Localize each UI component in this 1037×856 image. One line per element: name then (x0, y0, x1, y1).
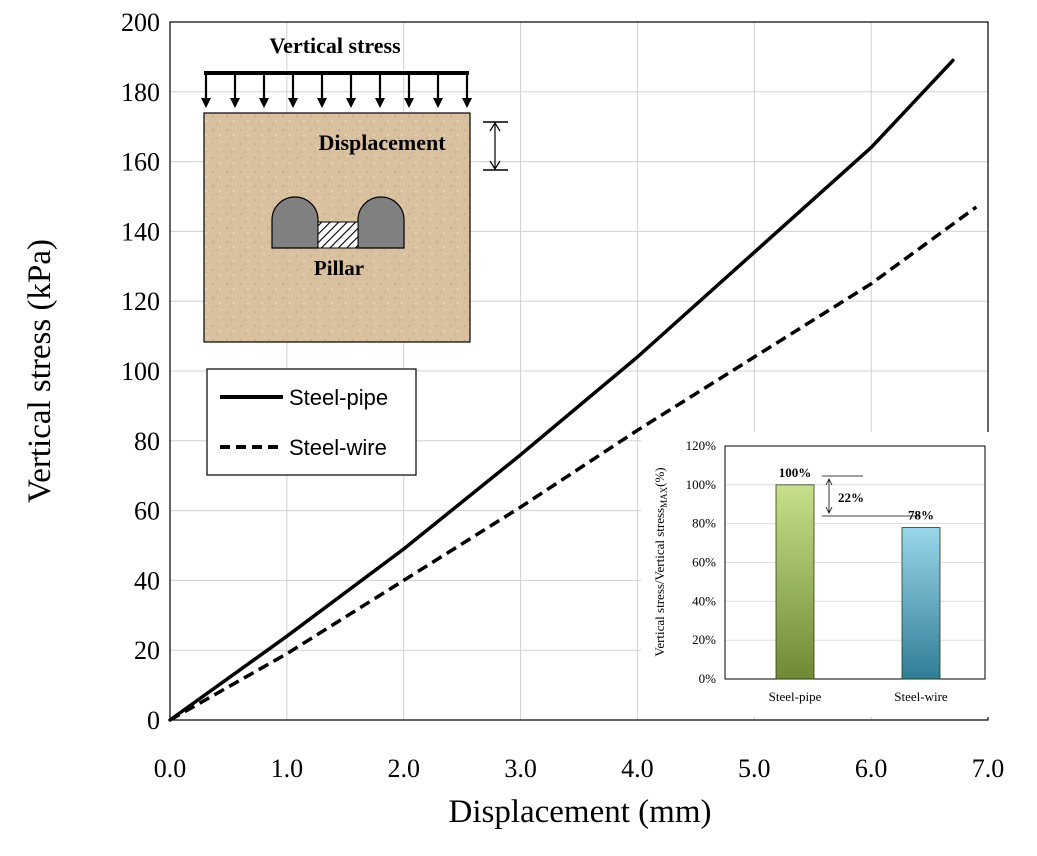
load-arrow-head (462, 98, 472, 108)
left-tunnel (271, 196, 319, 249)
series-line-steel-wire (169, 205, 978, 722)
plot-area-border (169, 21, 989, 721)
load-arrow-head (346, 98, 356, 108)
load-label: Vertical stress (269, 33, 401, 58)
load-arrows (201, 75, 472, 108)
legend-label-steel-pipe: Steel-pipe (289, 385, 388, 410)
x-tick-label: 7.0 (972, 754, 1005, 783)
inset-bars: 100% Steel-pipe 78% Steel-wire (769, 465, 948, 704)
x-axis-label: Displacement (mm) (448, 794, 711, 830)
inset-y-tick-label: 0% (699, 671, 717, 686)
pillar-hatch (317, 221, 359, 249)
y-tick-label: 40 (134, 566, 160, 595)
inset-plot-border (724, 445, 986, 680)
load-arrow-head (288, 98, 298, 108)
legend: Steel-pipe Steel-wire (206, 368, 417, 476)
displacement-label: Displacement (318, 130, 446, 155)
bar-steel-wire (901, 527, 941, 680)
schematic-inset: Vertical stress Pillar Displacement (201, 33, 508, 343)
y-tick-labels: 0 20 40 60 80 100 120 140 160 180 200 (121, 8, 160, 735)
y-tick-label: 100 (121, 357, 160, 386)
inset-y-tick-label: 120% (686, 438, 717, 453)
inset-y-axis-label: Vertical stress/Vertical stressMAX(%) (652, 467, 669, 656)
y-tick-label: 20 (134, 636, 160, 665)
bar-steel-pipe (775, 484, 815, 680)
x-tick-label: 3.0 (504, 754, 537, 783)
x-tick-label: 5.0 (738, 754, 771, 783)
load-arrow-head (375, 98, 385, 108)
legend-label-steel-wire: Steel-wire (289, 435, 387, 460)
inset-y-tick-labels: 0% 20% 40% 60% 80% 100% 120% (686, 438, 717, 686)
x-tick-label: 4.0 (621, 754, 654, 783)
inset-category-label: Steel-wire (894, 689, 948, 704)
legend-box (206, 368, 417, 476)
y-tick-label: 80 (134, 427, 160, 456)
load-arrow-head (230, 98, 240, 108)
bar-inset: 0% 20% 40% 60% 80% 100% 120% 100% Steel-pipe 78%… (641, 432, 996, 717)
inset-y-tick-label: 60% (692, 555, 716, 570)
series-line-steel-pipe (168, 58, 955, 722)
load-arrow-head (433, 98, 443, 108)
pillar-label: Pillar (314, 256, 364, 280)
load-arrow-head (201, 98, 211, 108)
y-tick-label: 180 (121, 78, 160, 107)
bar-value-label: 100% (779, 465, 812, 480)
y-tick-label: 140 (121, 217, 160, 246)
inset-category-label: Steel-pipe (769, 689, 822, 704)
difference-indicator: 22% (822, 475, 920, 517)
x-tick-label: 2.0 (387, 754, 420, 783)
y-tick-label: 60 (134, 497, 160, 526)
inset-y-tick-label: 20% (692, 632, 716, 647)
series-lines (168, 58, 978, 722)
x-tick-label: 1.0 (271, 754, 304, 783)
inset-y-tick-label: 80% (692, 516, 716, 531)
y-tick-label: 120 (121, 287, 160, 316)
inset-y-tick-label: 40% (692, 593, 716, 608)
inset-y-tick-label: 100% (686, 477, 717, 492)
x-tick-label: 6.0 (855, 754, 888, 783)
y-tick-label: 0 (147, 706, 160, 735)
x-tick-labels: 0.0 1.0 2.0 3.0 4.0 5.0 6.0 7.0 (154, 754, 1005, 783)
load-arrow-head (259, 98, 269, 108)
load-arrow-head (317, 98, 327, 108)
load-arrow-head (404, 98, 414, 108)
y-tick-label: 160 (121, 148, 160, 177)
displacement-indicator (483, 121, 508, 171)
bar-inset-background (641, 432, 996, 717)
bar-value-label: 78% (908, 508, 934, 523)
y-tick-label: 200 (121, 8, 160, 37)
right-tunnel (357, 196, 405, 249)
y-axis-label: Vertical stress (kPa) (22, 239, 58, 503)
difference-label: 22% (838, 490, 864, 505)
x-tick-label: 0.0 (154, 754, 187, 783)
